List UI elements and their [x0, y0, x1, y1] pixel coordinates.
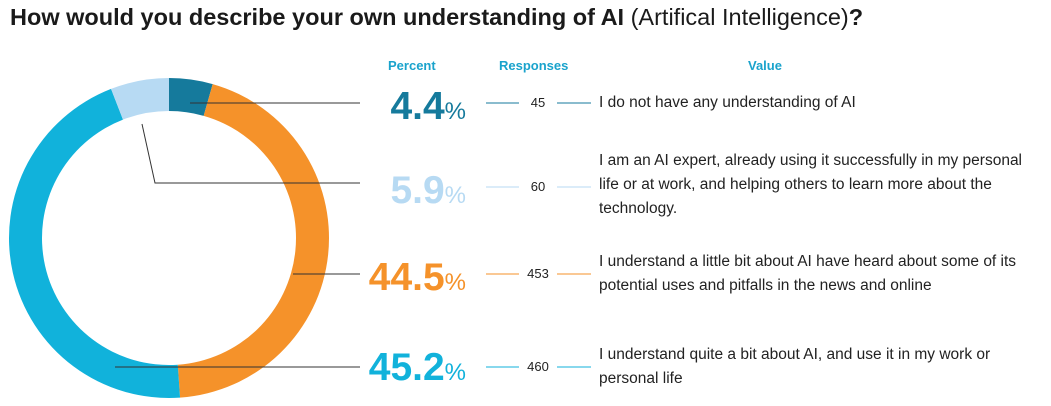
callout-line-3 [141, 123, 360, 184]
title-main: How would you describe your own understa… [10, 4, 625, 30]
percent-sign: % [444, 182, 466, 209]
percent-number: 44.5 [368, 256, 445, 299]
value-label-1: I understand a little bit about AI have … [599, 253, 1017, 294]
percent-sign: % [444, 359, 466, 386]
percent-value-3: 5.9% [390, 171, 466, 210]
percent-number: 4.4 [390, 85, 445, 128]
percent-sign: % [444, 98, 466, 125]
value-label-2: I understand quite a bit about AI, and u… [599, 346, 991, 387]
title-parenthetical: (Artifical Intelligence) [624, 4, 849, 30]
donut-slice-2 [8, 88, 181, 399]
percent-number: 5.9 [390, 169, 445, 212]
percent-sign: % [444, 269, 466, 296]
header-percent: Percent [388, 58, 436, 73]
chart-title: How would you describe your own understa… [10, 4, 863, 31]
percent-value-2: 45.2% [369, 348, 466, 387]
percent-number: 45.2 [368, 346, 445, 389]
percent-value-1: 44.5% [369, 258, 466, 297]
responses-count-1: 453 [527, 266, 549, 281]
donut-slice-0 [169, 78, 213, 116]
responses-count-0: 45 [530, 95, 546, 110]
header-responses: Responses [499, 58, 569, 73]
header-value: Value [748, 58, 782, 73]
donut-slice-1 [177, 84, 330, 398]
responses-count-3: 60 [530, 179, 546, 194]
percent-value-0: 4.4% [390, 87, 466, 126]
title-question-mark: ? [848, 4, 864, 30]
donut-slice-3 [111, 78, 169, 120]
value-label-0: I do not have any understanding of AI [599, 94, 856, 111]
responses-count-2: 460 [527, 359, 549, 374]
value-label-3: I am an AI expert, already using it succ… [599, 152, 1023, 217]
